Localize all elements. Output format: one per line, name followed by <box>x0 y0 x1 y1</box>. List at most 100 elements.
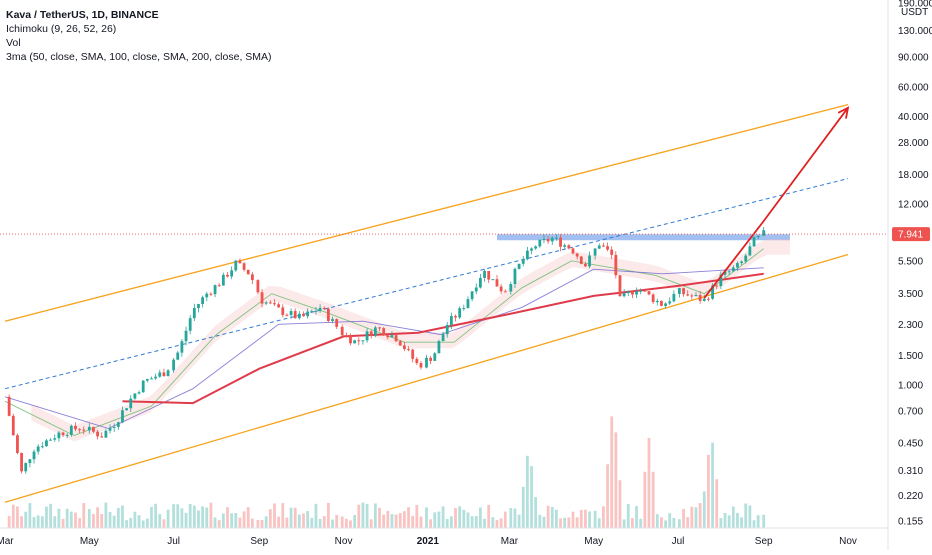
ichimoku-legend[interactable]: Ichimoku (9, 26, 52, 26) <box>6 23 117 35</box>
volume-bar <box>65 508 69 528</box>
volume-bar <box>727 515 731 528</box>
candle <box>462 308 466 310</box>
candle <box>567 245 571 249</box>
candle <box>525 250 529 260</box>
candle <box>369 331 373 336</box>
candle <box>289 311 293 316</box>
price-tick-label: 1.500 <box>898 351 923 362</box>
price-tick-label: 130.000 <box>898 26 932 37</box>
candle <box>349 335 352 344</box>
candle <box>559 237 562 247</box>
price-tick-label: 60.000 <box>898 82 929 93</box>
candle <box>454 316 457 318</box>
volume-bar <box>499 518 503 528</box>
volume-bar <box>707 454 710 528</box>
volume-bar <box>45 506 48 528</box>
candle <box>213 285 217 295</box>
volume-bar <box>550 506 554 528</box>
candle <box>542 238 546 240</box>
candle <box>601 245 605 247</box>
current-price-label: 7.941 <box>898 230 923 241</box>
candle <box>246 269 250 275</box>
volume-bar <box>24 511 28 528</box>
ma200-line <box>122 272 764 405</box>
candle <box>517 263 521 269</box>
moving-average-legend[interactable]: 3ma (50, close, SMA, 100, close, SMA, 20… <box>6 51 272 63</box>
candle <box>756 235 760 238</box>
candle <box>579 256 583 264</box>
candle <box>550 237 554 242</box>
volume-bar <box>166 509 170 528</box>
candle <box>521 259 525 264</box>
ichimoku-cloud <box>31 238 791 442</box>
candle <box>197 304 200 308</box>
candle <box>672 293 676 302</box>
candle <box>433 353 437 361</box>
candle <box>715 285 719 287</box>
volume-bar <box>234 512 238 528</box>
candle <box>36 446 40 452</box>
candle <box>686 294 690 296</box>
volume-bar <box>273 503 276 528</box>
candle <box>373 327 377 336</box>
candle <box>584 263 587 267</box>
volume-bar <box>756 515 760 528</box>
volume-bar <box>571 511 575 528</box>
volume-bar <box>201 506 205 528</box>
volume-bar <box>53 516 57 528</box>
candle <box>57 432 61 439</box>
candle <box>96 431 99 437</box>
candle <box>260 292 264 304</box>
time-tick-label: Mar <box>501 536 519 547</box>
candle <box>53 438 57 440</box>
volume-bar <box>40 516 44 528</box>
volume-bar <box>36 515 40 528</box>
volume-bar <box>369 519 373 528</box>
volume-bar <box>474 516 478 528</box>
price-tick-label: 2.300 <box>898 320 923 331</box>
candle <box>407 349 410 351</box>
volume-bar <box>108 512 112 528</box>
candle <box>668 301 672 304</box>
volume-bar <box>145 518 149 528</box>
volume-bar <box>647 438 651 528</box>
volume-bar <box>614 432 618 528</box>
volume-bar <box>402 511 406 528</box>
volume-bar <box>610 416 614 528</box>
volume-bar <box>567 517 571 528</box>
time-tick-label: Nov <box>839 536 857 547</box>
candle <box>651 294 655 303</box>
candle <box>647 291 651 295</box>
candle <box>277 304 281 308</box>
volume-bar <box>470 516 474 528</box>
price-tick-label: 0.310 <box>898 466 923 477</box>
volume-bar <box>306 511 310 528</box>
candle <box>293 311 297 319</box>
volume-bar <box>192 505 196 528</box>
candle <box>104 430 108 438</box>
candle <box>606 246 609 250</box>
volume-bar <box>20 516 23 528</box>
volume-bar <box>736 512 739 528</box>
volume-bar <box>398 513 402 528</box>
volume-legend[interactable]: Vol <box>6 37 21 49</box>
candle <box>682 288 685 295</box>
price-tick-label: 18.000 <box>898 170 929 181</box>
volume-bar <box>331 519 334 528</box>
volume-bar <box>491 517 495 528</box>
candle <box>736 263 739 268</box>
volume-bar <box>116 507 120 528</box>
symbol-title[interactable]: Kava / TetherUS, 1D, BINANCE <box>6 9 159 21</box>
volume-bar <box>762 514 766 528</box>
candle <box>226 274 229 277</box>
volume-bar <box>449 516 453 528</box>
candle <box>445 324 449 335</box>
candle <box>386 335 390 338</box>
candle <box>503 291 507 293</box>
candle <box>133 393 137 399</box>
volume-bar <box>250 518 254 528</box>
volume-bar <box>723 512 727 528</box>
volume-bar <box>534 497 538 528</box>
